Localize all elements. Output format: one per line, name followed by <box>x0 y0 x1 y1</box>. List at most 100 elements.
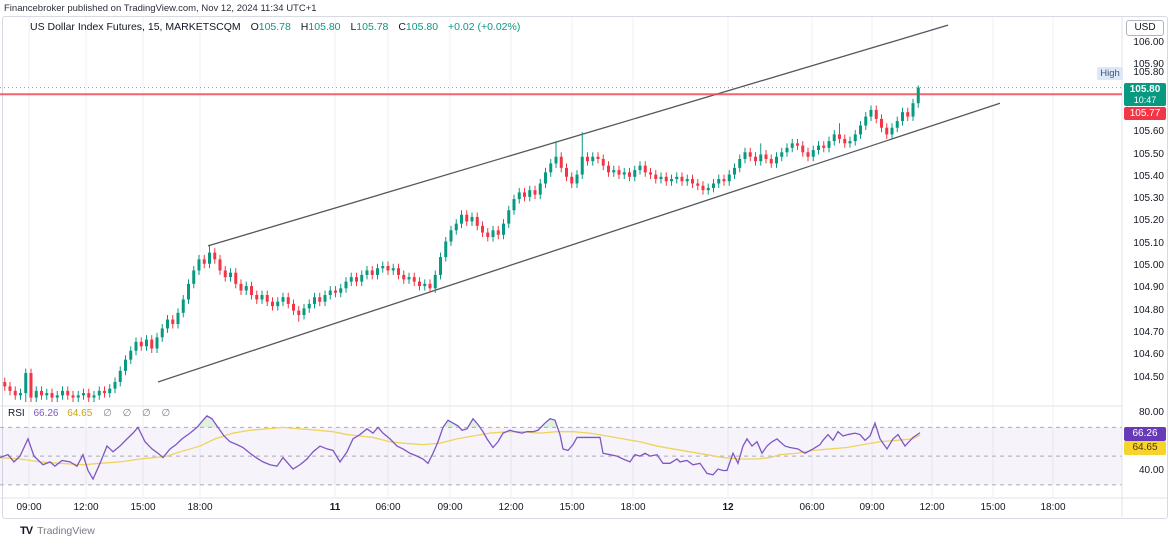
candle-body <box>859 125 862 135</box>
candle-body <box>276 301 280 307</box>
candle-body <box>748 152 752 157</box>
time-label: 06:00 <box>375 502 401 513</box>
candle-body <box>764 154 768 159</box>
price-tick: 105.10 <box>1133 237 1164 249</box>
candle-body <box>622 172 626 175</box>
candle-body <box>649 172 652 175</box>
candle-body <box>213 252 217 260</box>
candle-body <box>155 337 159 349</box>
candle-body <box>323 294 327 302</box>
candle-body <box>827 141 831 148</box>
candle-body <box>318 297 322 302</box>
bar-countdown: 10:47 <box>1133 95 1157 105</box>
candle-body <box>754 156 757 162</box>
candle-body <box>307 303 311 309</box>
time-label: 15:00 <box>130 502 156 513</box>
candle-body <box>55 395 59 398</box>
candle-body <box>775 156 778 164</box>
candle-body <box>134 341 138 351</box>
candle-body <box>675 176 679 180</box>
time-label: 18:00 <box>620 502 646 513</box>
rsi-overbought-fill <box>467 418 480 428</box>
candle-body <box>19 393 22 396</box>
time-label: 09:00 <box>16 502 42 513</box>
candle-body <box>817 145 820 151</box>
candle-body <box>334 290 337 293</box>
candle-body <box>628 172 631 177</box>
time-label: 18:00 <box>1040 502 1066 513</box>
candle-body <box>181 299 185 313</box>
candle-body <box>570 176 574 184</box>
time-label: 12:00 <box>73 502 99 513</box>
symbol-title: US Dollar Index Futures, 15, MARKETSCQM <box>30 21 241 33</box>
price-tick: 105.20 <box>1133 215 1164 227</box>
low-value: 105.78 <box>356 21 389 33</box>
candle-body <box>528 190 532 197</box>
candle-body <box>591 156 595 162</box>
high-value: 105.80 <box>308 21 341 33</box>
candle-body <box>601 158 605 166</box>
candle-body <box>838 134 841 139</box>
price-tick: 105.60 <box>1133 126 1164 138</box>
candle-body <box>759 154 763 162</box>
candle-body <box>659 176 663 180</box>
candle-body <box>97 390 101 396</box>
candle-body <box>701 185 705 191</box>
candle-body <box>607 165 610 173</box>
time-label: 15:00 <box>559 502 585 513</box>
price-tick: 105.00 <box>1133 260 1164 271</box>
candle-body <box>229 272 232 278</box>
candle-body <box>423 283 427 287</box>
time-label: 15:00 <box>980 502 1006 513</box>
candle-body <box>538 183 542 195</box>
candle-body <box>412 277 416 282</box>
candle-body <box>685 179 689 182</box>
candle-body <box>145 339 148 347</box>
candle-body <box>517 192 521 200</box>
candle-body <box>3 381 7 387</box>
candle-body <box>706 187 710 191</box>
candle-body <box>743 152 747 159</box>
candle-body <box>223 270 227 278</box>
tradingview-logo[interactable]: TV TradingView <box>20 525 95 537</box>
rsi-hidden-values: ∅ ∅ ∅ ∅ <box>103 408 175 419</box>
candle-body <box>292 303 295 311</box>
red-line-price-box: 105.77 <box>1124 107 1166 120</box>
time-label: 06:00 <box>799 502 825 513</box>
candle-body <box>670 179 673 182</box>
rsi-legend: RSI 66.26 64.65 ∅ ∅ ∅ ∅ <box>8 408 174 419</box>
candle-body <box>869 109 873 117</box>
high-price-label: 105.80 <box>1133 67 1164 78</box>
candle-body <box>843 138 847 144</box>
candle-body <box>349 277 353 282</box>
rsi-value-box: 66.26 <box>1124 427 1166 441</box>
time-label-day: 11 <box>329 502 341 513</box>
candle-body <box>580 156 584 175</box>
last-price-box: 105.80 10:47 <box>1124 83 1166 106</box>
candle-body <box>885 127 889 135</box>
candle-body <box>638 165 642 171</box>
close-label: C <box>398 21 406 33</box>
price-tick: 104.80 <box>1133 304 1164 316</box>
price-tick: 106.00 <box>1133 37 1164 48</box>
price-tick: 104.90 <box>1133 282 1164 294</box>
candle-body <box>418 281 421 287</box>
candle-body <box>680 176 684 182</box>
candle-body <box>507 210 511 224</box>
candle-body <box>113 381 117 389</box>
candle-body <box>166 319 169 329</box>
candle-body <box>874 109 878 119</box>
candle-body <box>575 174 579 184</box>
candle-body <box>559 156 563 168</box>
candle-body <box>780 152 784 157</box>
candle-body <box>523 192 526 197</box>
candle-body <box>381 266 385 269</box>
tradingview-logo-text: TradingView <box>37 525 95 537</box>
candle-body <box>208 252 211 264</box>
candle-body <box>554 156 558 164</box>
candle-body <box>727 174 731 182</box>
candle-body <box>864 116 868 126</box>
candle-body <box>192 270 196 284</box>
time-label: 12:00 <box>498 502 524 513</box>
